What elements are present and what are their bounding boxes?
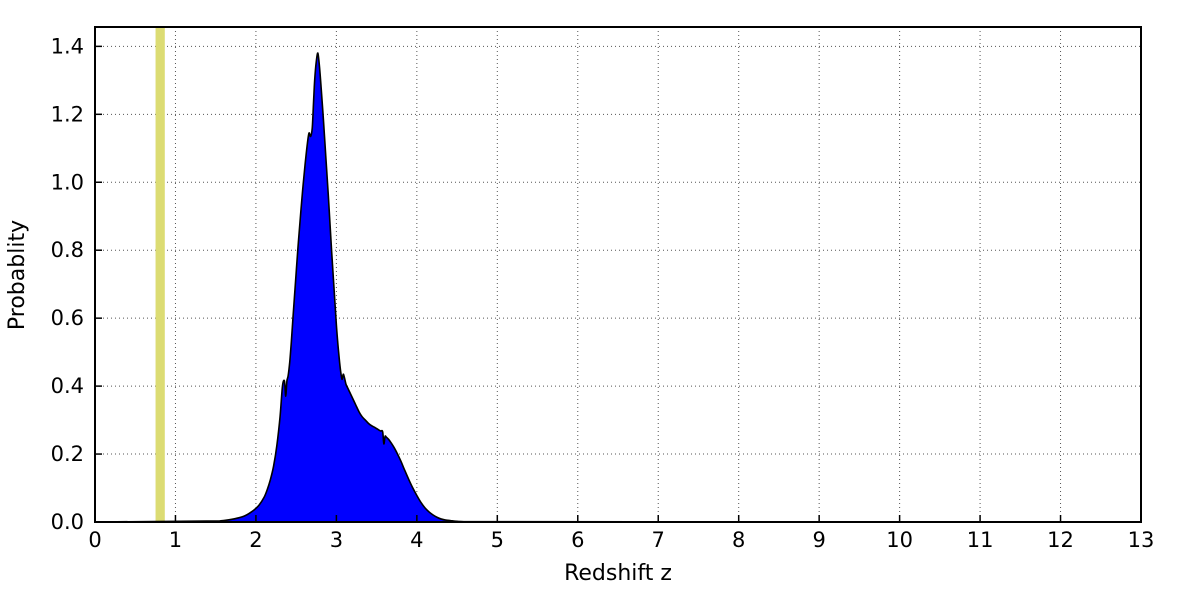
x-tick-label-13: 13 xyxy=(1128,528,1155,552)
annotation-layer xyxy=(155,28,165,522)
x-tick-label-1: 1 xyxy=(169,528,182,552)
y-tick-label-0.8: 0.8 xyxy=(51,238,84,262)
x-tick-label-2: 2 xyxy=(249,528,262,552)
x-tick-label-5: 5 xyxy=(491,528,504,552)
y-tick-label-1.2: 1.2 xyxy=(51,102,84,126)
y-tick-label-0.0: 0.0 xyxy=(51,510,84,534)
y-tick-label-1.0: 1.0 xyxy=(51,170,84,194)
series-layer xyxy=(94,52,1142,523)
x-tick-label-7: 7 xyxy=(652,528,665,552)
x-tick-label-6: 6 xyxy=(571,528,584,552)
x-tick-label-10: 10 xyxy=(886,528,913,552)
y-tick-label-0.4: 0.4 xyxy=(51,374,84,398)
x-axis-title: Redshift z xyxy=(564,561,672,586)
y-tick-marks xyxy=(95,45,102,523)
y-tick-label-0.2: 0.2 xyxy=(51,442,84,466)
x-tick-label-3: 3 xyxy=(330,528,343,552)
x-tick-label-0: 0 xyxy=(88,528,101,552)
spectroscopic-redshift-marker xyxy=(155,28,165,522)
axes-frame xyxy=(94,26,1142,523)
x-tick-label-8: 8 xyxy=(732,528,745,552)
y-axis-title: Probablity xyxy=(5,220,30,330)
x-tick-label-12: 12 xyxy=(1047,528,1074,552)
x-tick-label-11: 11 xyxy=(967,528,994,552)
plot-area-background xyxy=(95,27,1141,522)
y-tick-label-0.6: 0.6 xyxy=(51,306,84,330)
x-tick-label-4: 4 xyxy=(410,528,423,552)
series-redshift-probability-pdf xyxy=(94,52,1142,523)
x-tick-marks xyxy=(94,515,1142,522)
y-tick-label-1.4: 1.4 xyxy=(51,34,84,58)
y-tick-labels: 0.0 0.2 0.4 0.6 0.8 1.0 1.2 1.4 xyxy=(51,34,84,534)
x-tick-label-9: 9 xyxy=(812,528,825,552)
x-tick-labels: 0 1 2 3 4 5 6 7 8 9 10 11 12 13 xyxy=(88,528,1154,552)
